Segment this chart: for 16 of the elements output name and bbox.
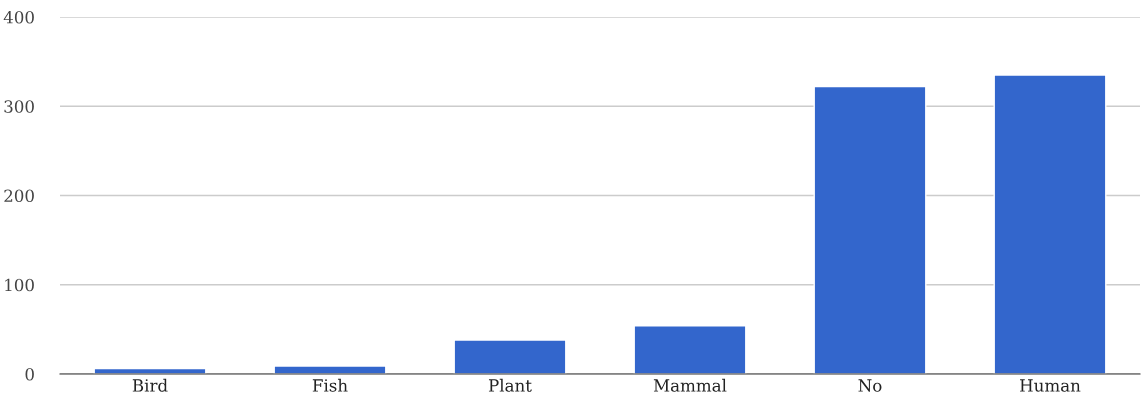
bar — [453, 339, 567, 374]
y-tick-label: 300 — [4, 100, 34, 113]
bar — [633, 325, 747, 374]
x-tick-label: No — [858, 379, 882, 392]
y-tick-label: 200 — [4, 189, 34, 203]
bar — [993, 74, 1107, 374]
y-tick-label: 0 — [25, 367, 34, 381]
y-tick-label: 100 — [5, 278, 34, 292]
x-tick-label: Plant — [488, 378, 532, 392]
bar — [273, 365, 387, 374]
y-tick-label: 400 — [3, 10, 34, 24]
x-tick-label: Mammal — [653, 378, 727, 392]
x-tick-label: Human — [1020, 379, 1081, 392]
x-tick-label: Fish — [312, 378, 348, 392]
bar — [813, 85, 927, 374]
x-tick-label: Bird — [132, 378, 168, 392]
